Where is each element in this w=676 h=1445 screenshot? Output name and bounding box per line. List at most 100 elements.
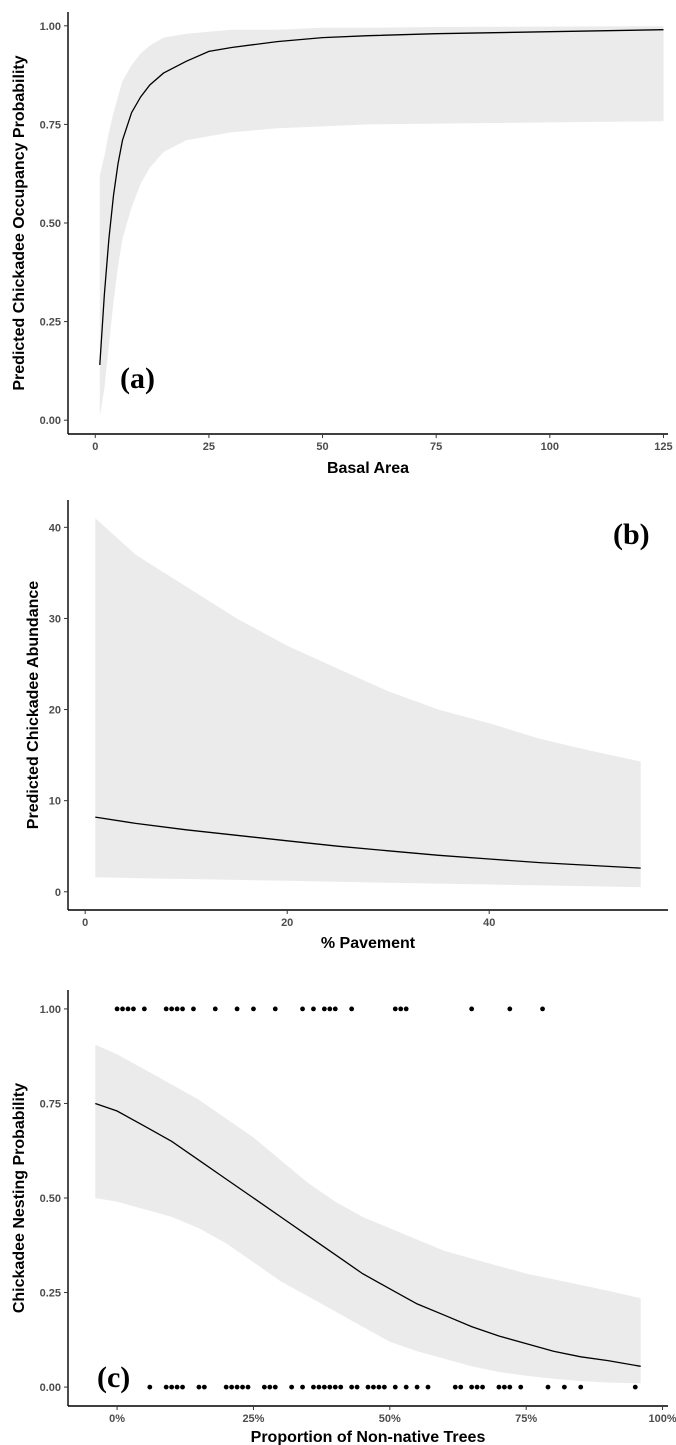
x-tick-label: 20 [281,917,293,929]
confidence-band [95,1044,641,1384]
x-tick-label: 25 [203,441,215,453]
x-tick-label: 0 [92,441,98,453]
panel-label: (c) [97,1361,130,1394]
x-tick-label: 25% [242,1413,264,1425]
data-point-nested [392,1006,398,1012]
data-point-nested [174,1006,180,1012]
data-point-not-nested [147,1384,153,1390]
y-tick-label: 0 [55,887,61,899]
y-tick-label: 0.75 [40,119,61,131]
data-point-nested [311,1006,316,1012]
y-tick-label: 0.25 [40,1288,61,1300]
data-point-not-nested [518,1384,524,1390]
data-point-not-nested [327,1384,333,1390]
chart-panel-2: 0 20 40 0 10 20 30 40 % Pavement Predicted Chicka… [25,500,668,952]
data-point-not-nested [632,1384,638,1390]
y-axis-title: Chickadee Nesting Probability [11,1083,28,1313]
panel-label: (a) [120,362,155,395]
x-tick-label: 75 [430,441,442,453]
data-point-not-nested [311,1384,316,1390]
y-tick-label: 0.00 [40,1382,61,1394]
data-point-not-nested [458,1384,464,1390]
x-axis-title: % Pavement [321,935,416,952]
data-point-not-nested [474,1384,480,1390]
panel-label: (b) [613,518,650,551]
data-point-not-nested [452,1384,458,1390]
data-point-nested [234,1006,240,1012]
y-tick-label: 40 [49,522,61,534]
fitted-line [99,29,664,366]
y-tick-label: 1.00 [40,21,61,33]
data-point-not-nested [578,1384,584,1390]
y-tick-label: 30 [49,613,61,625]
y-axis-title: Predicted Chickadee Abundance [25,581,42,829]
data-point-nested [540,1006,545,1012]
y-tick-label: 10 [49,796,61,808]
x-tick-label: 0% [109,1413,125,1425]
data-point-not-nested [507,1384,513,1390]
x-tick-label: 50 [316,441,328,453]
data-point-not-nested [425,1384,431,1390]
y-tick-label: 1.00 [40,1004,61,1016]
data-point-nested [349,1006,355,1012]
x-tick-label: 50% [379,1413,401,1425]
chart-panel-3: 0% 25% 50% 75% 100% 0.00 0.25 0.50 0.75 1.00 Propo… [11,990,676,1445]
data-point-not-nested [180,1384,185,1390]
x-axis-title: Basal Area [327,460,409,477]
data-point-nested [403,1006,409,1012]
data-point-not-nested [338,1384,344,1390]
data-point-nested [300,1006,305,1012]
chart-panel-1: 0 25 50 75 100 125 0.00 0.25 0.50 0.75 1.00 Basal A… [11,12,673,477]
data-point-not-nested [196,1384,202,1390]
x-tick-label: 40 [483,917,495,929]
y-tick-label: 0.00 [40,415,61,427]
data-point-nested [169,1006,175,1012]
data-point-not-nested [289,1384,295,1390]
data-point-nested [114,1006,120,1012]
data-point-not-nested [501,1384,507,1390]
data-point-not-nested [381,1384,387,1390]
data-point-not-nested [163,1384,169,1390]
data-point-nested [321,1006,327,1012]
data-point-nested [469,1006,475,1012]
y-tick-label: 20 [49,705,61,717]
x-tick-label: 75% [515,1413,537,1425]
data-point-not-nested [332,1384,338,1390]
data-point-nested [398,1006,404,1012]
data-point-not-nested [229,1384,235,1390]
data-point-nested [141,1006,147,1012]
x-axis-title: Proportion of Non-native Trees [251,1429,486,1445]
data-point-nested [212,1006,218,1012]
y-tick-label: 0.75 [40,1098,61,1110]
data-point-not-nested [223,1384,229,1390]
data-point-nested [327,1006,333,1012]
confidence-band [95,518,641,888]
data-point-not-nested [300,1384,305,1390]
data-point-nested [507,1006,513,1012]
data-point-not-nested [392,1384,398,1390]
x-tick-label: 0 [82,917,88,929]
data-point-not-nested [240,1384,245,1390]
fitted-line [95,1102,641,1367]
data-point-not-nested [376,1384,382,1390]
data-point-nested [163,1006,169,1012]
y-axis-title: Predicted Chickadee Occupancy Probabilit… [11,55,28,390]
data-point-not-nested [496,1384,502,1390]
data-point-not-nested [365,1384,371,1390]
data-point-not-nested [371,1384,376,1390]
data-point-nested [120,1006,125,1012]
y-tick-label: 0.50 [40,218,61,230]
data-point-not-nested [480,1384,485,1390]
x-tick-label: 125 [654,441,672,453]
fitted-line [95,816,641,869]
data-point-not-nested [201,1384,207,1390]
data-point-not-nested [174,1384,180,1390]
data-point-not-nested [316,1384,322,1390]
data-point-nested [131,1006,136,1012]
data-point-not-nested [321,1384,327,1390]
data-point-not-nested [414,1384,420,1390]
data-point-not-nested [349,1384,355,1390]
data-point-not-nested [261,1384,267,1390]
data-point-not-nested [234,1384,240,1390]
